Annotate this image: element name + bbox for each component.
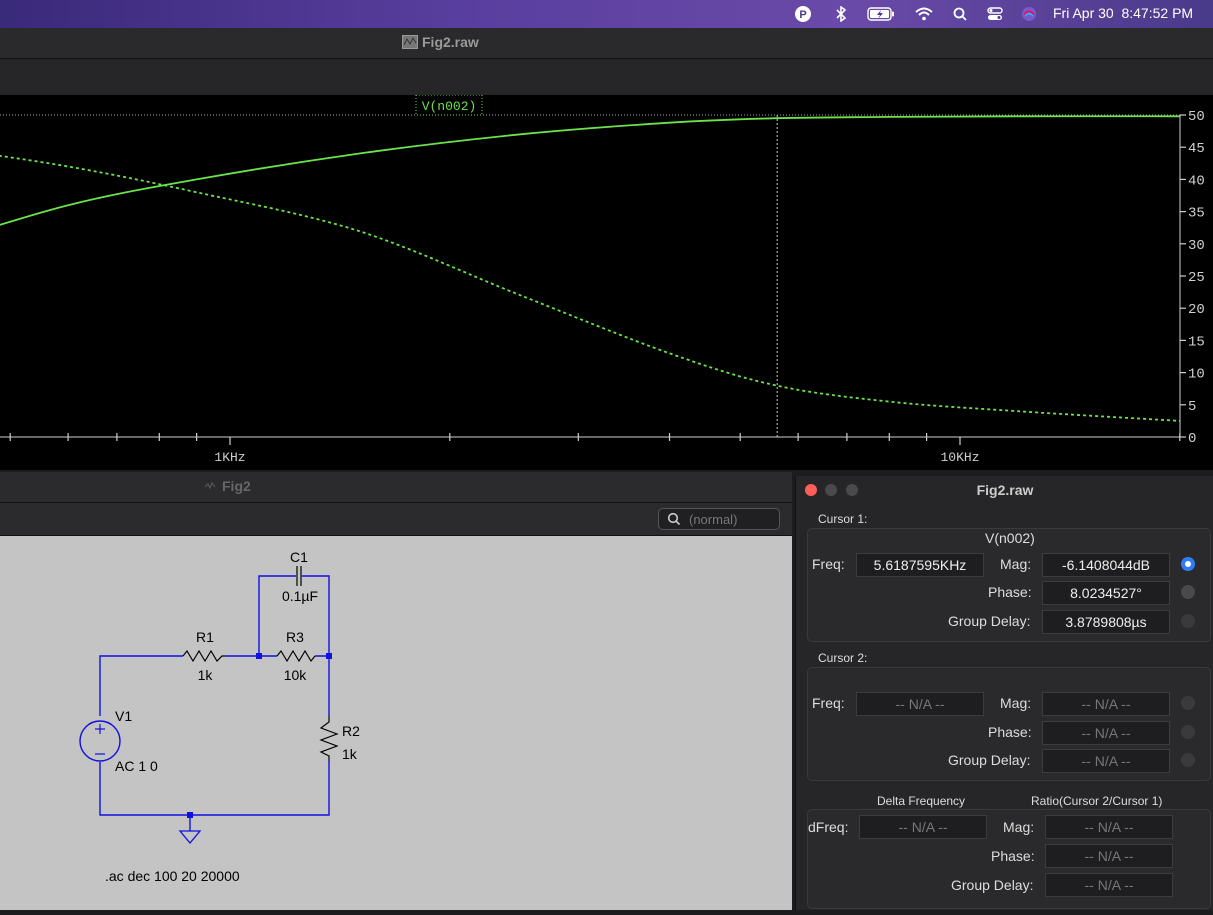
cursor1-gd-label: Group Delay: [948, 613, 1030, 629]
r3-name[interactable]: R3 [286, 629, 304, 645]
control-center-icon[interactable] [985, 5, 1005, 23]
spice-directive[interactable]: .ac dec 100 20 20000 [105, 868, 240, 884]
delta-frequency-heading: Delta Frequency [877, 794, 965, 808]
y-tick-label: 30 [1188, 238, 1205, 254]
search-field-icon [667, 512, 681, 526]
cursor1-phase-radio[interactable] [1181, 585, 1195, 599]
x-tick-label: 10KHz [940, 450, 979, 465]
y-tick-label: 40 [1188, 173, 1205, 189]
r2-value[interactable]: 1k [342, 746, 358, 762]
voltage-source-v1[interactable]: V1 AC 1 0 [80, 708, 158, 774]
schematic-window-title-text: Fig2 [222, 478, 251, 494]
svg-text:P: P [799, 9, 806, 21]
y-tick-label: 10 [1188, 367, 1205, 383]
ground-symbol [180, 831, 200, 843]
cursor-panel: Fig2.raw Cursor 1: V(n002) Freq: 5.61875… [795, 476, 1213, 910]
resistor-r2[interactable]: R2 1k [321, 716, 360, 762]
c1-name[interactable]: C1 [290, 549, 308, 565]
cursor1-freq-field[interactable]: 5.6187595KHz [856, 553, 984, 577]
cursor2-phase-field[interactable]: -- N/A -- [1042, 721, 1170, 745]
delta-mag-field[interactable]: -- N/A -- [1045, 815, 1173, 839]
delta-phase-label: Phase: [991, 848, 1035, 864]
cursor2-phase-label: Phase: [988, 724, 1032, 740]
waveform-plot[interactable]: 1KHz 10KHz 50 45 40 35 30 25 20 15 10 5 0 V(n002) [0, 95, 1213, 470]
cursor1-mag-field[interactable]: -6.1408044dB [1042, 553, 1170, 577]
delta-gd-label: Group Delay: [951, 877, 1033, 893]
delta-gd-field[interactable]: -- N/A -- [1045, 873, 1173, 897]
schematic-search-placeholder[interactable]: (normal) [689, 512, 737, 527]
schematic-toolbar: (normal) [0, 503, 792, 536]
r1-name[interactable]: R1 [196, 629, 214, 645]
y-tick-label: 15 [1188, 334, 1205, 350]
cursor1-phase-field[interactable]: 8.0234527° [1042, 581, 1170, 605]
schematic-drawing[interactable]: C1 0.1µF R1 1k R3 10k R2 1k V1 AC 1 0 [0, 536, 792, 910]
schematic-search-field[interactable]: (normal) [658, 508, 780, 530]
cursor1-heading: Cursor 1: [818, 512, 867, 526]
menu-clock[interactable]: Fri Apr 30 8:47:52 PM [1053, 4, 1205, 22]
siri-icon[interactable] [1019, 5, 1039, 23]
v1-value[interactable]: AC 1 0 [115, 758, 158, 774]
delta-phase-field[interactable]: -- N/A -- [1045, 844, 1173, 868]
schematic-wires [100, 576, 329, 831]
r2-name[interactable]: R2 [342, 723, 360, 739]
cursor2-freq-field[interactable]: -- N/A -- [856, 692, 984, 716]
cursor1-freq-label: Freq: [812, 556, 845, 572]
v1-name[interactable]: V1 [115, 708, 132, 724]
menu-edge [0, 4, 6, 24]
bluetooth-icon[interactable] [833, 5, 849, 23]
y-tick-label: 0 [1188, 431, 1196, 447]
y-tick-label: 45 [1188, 141, 1205, 157]
cursor2-mag-label: Mag: [1000, 695, 1031, 711]
cursor2-gd-radio[interactable] [1181, 753, 1195, 767]
dfreq-label: dFreq: [808, 819, 848, 835]
y-tick-label: 5 [1188, 399, 1196, 415]
resistor-r1[interactable]: R1 1k [183, 629, 226, 683]
cursor1-trace: V(n002) [985, 530, 1035, 546]
cursor2-heading: Cursor 2: [818, 651, 867, 665]
schematic-canvas[interactable]: C1 0.1µF R1 1k R3 10k R2 1k V1 AC 1 0 [0, 536, 792, 910]
plot-area[interactable] [0, 115, 1180, 437]
antivirus-icon[interactable]: P [793, 5, 813, 23]
cursor2-freq-label: Freq: [812, 695, 845, 711]
wifi-icon[interactable] [914, 5, 934, 23]
cursor2-gd-field[interactable]: -- N/A -- [1042, 749, 1170, 773]
plot-window-titlebar: Fig2.raw [0, 28, 1213, 59]
plot-window-title: Fig2.raw [402, 34, 479, 50]
cursor1-phase-label: Phase: [988, 584, 1032, 600]
y-tick-label: 20 [1188, 302, 1205, 318]
x-tick-label: 1KHz [214, 450, 245, 465]
y-tick-label: 35 [1188, 206, 1205, 222]
cursor1-gd-radio[interactable] [1181, 614, 1195, 628]
schematic-file-icon [204, 480, 216, 492]
plot-toolbar [0, 59, 1213, 96]
plot-window-title-text: Fig2.raw [422, 34, 479, 50]
search-icon[interactable] [951, 5, 969, 23]
waveform-file-icon [402, 35, 418, 49]
trace-label[interactable]: V(n002) [422, 99, 477, 114]
battery-icon[interactable] [866, 5, 896, 23]
delta-mag-label: Mag: [1003, 819, 1034, 835]
cursor1-gd-field[interactable]: 3.8789808µs [1042, 610, 1170, 634]
menu-bar: P Fri Apr 30 8:47:52 PM [0, 0, 1213, 28]
cursor1-mag-label: Mag: [1000, 556, 1031, 572]
resistor-r3[interactable]: R3 10k [277, 629, 315, 683]
ratio-heading: Ratio(Cursor 2/Cursor 1) [1031, 794, 1162, 808]
r3-value[interactable]: 10k [284, 667, 308, 683]
cursor2-mag-radio[interactable] [1181, 696, 1195, 710]
cursor1-mag-radio[interactable] [1181, 557, 1195, 571]
y-tick-label: 25 [1188, 270, 1205, 286]
r1-value[interactable]: 1k [198, 667, 214, 683]
cursor2-mag-field[interactable]: -- N/A -- [1042, 692, 1170, 716]
y-tick-label: 50 [1188, 109, 1205, 125]
cursor2-gd-label: Group Delay: [948, 752, 1030, 768]
dfreq-field[interactable]: -- N/A -- [859, 815, 987, 839]
cursor-panel-title: Fig2.raw [796, 476, 1213, 504]
schematic-window-title: Fig2 [204, 478, 251, 494]
schematic-window-titlebar: Fig2 [0, 472, 792, 503]
c1-value[interactable]: 0.1µF [282, 588, 318, 604]
x-axis-ticks: 1KHz 10KHz [10, 433, 1180, 465]
cursor2-phase-radio[interactable] [1181, 725, 1195, 739]
